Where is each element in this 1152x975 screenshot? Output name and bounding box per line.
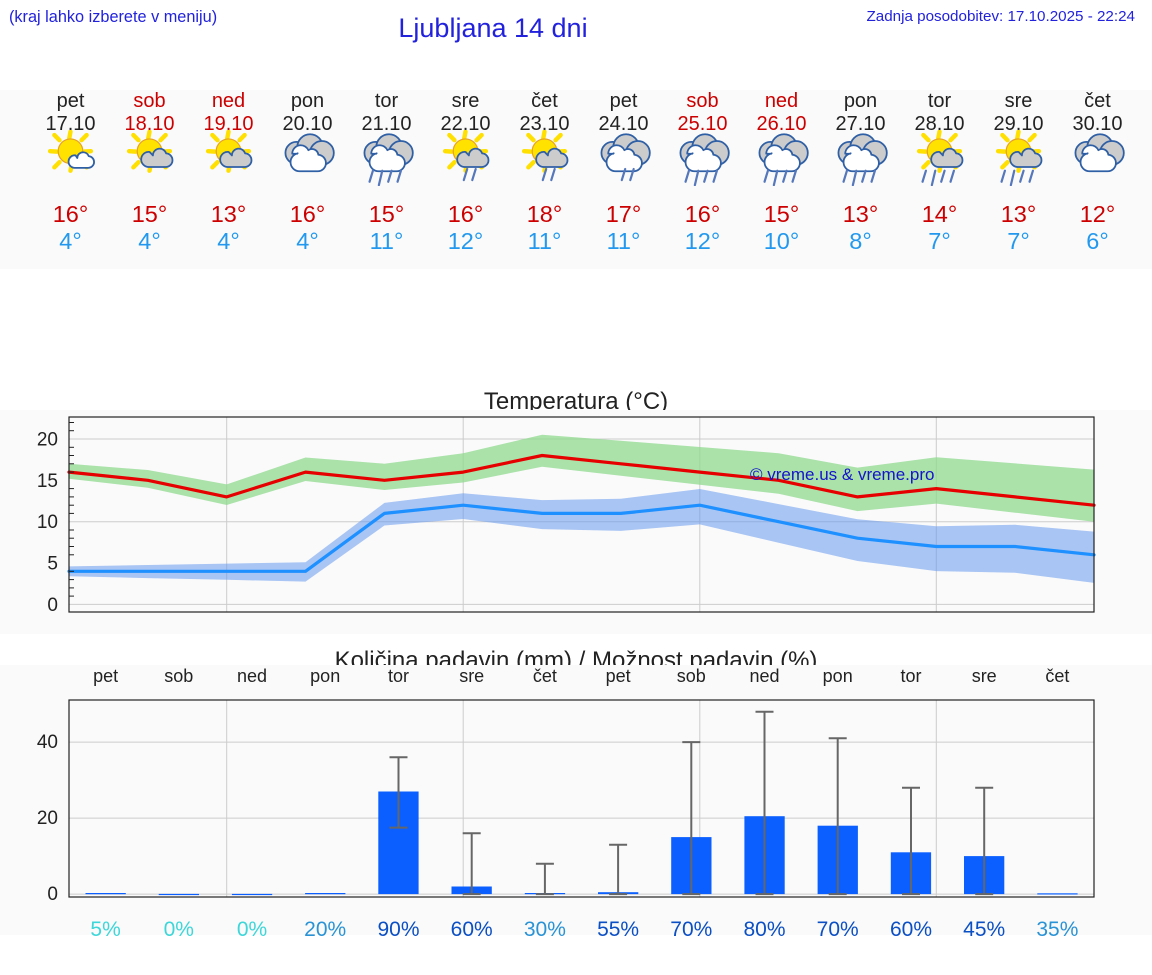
svg-text:15: 15 [37, 471, 58, 492]
svg-text:5: 5 [47, 554, 58, 575]
svg-text:0: 0 [47, 595, 58, 616]
svg-text:20: 20 [37, 430, 58, 451]
svg-text:© vreme.us & vreme.pro: © vreme.us & vreme.pro [750, 465, 934, 484]
svg-text:10: 10 [37, 512, 58, 533]
